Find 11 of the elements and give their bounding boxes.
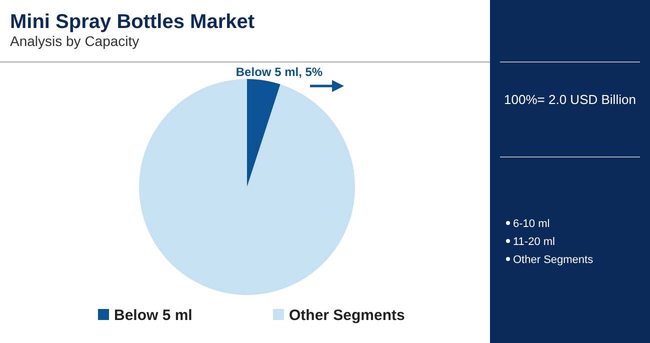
data-label: Below 5 ml, 5% [236,65,323,79]
pie-slice [139,79,355,295]
legend-label: Below 5 ml [114,307,192,324]
text: Other Segments [513,254,594,266]
text: 6-10 ml [513,218,550,230]
legend-label: Other Segments [289,307,405,324]
text: 100%= 2.0 USD Billion [504,92,636,107]
chart-subtitle: Analysis by Capacity [10,33,140,49]
chart-title: Mini Spray Bottles Market [10,11,255,33]
text: 11-20 ml [513,236,555,248]
pie-slice [247,79,280,187]
